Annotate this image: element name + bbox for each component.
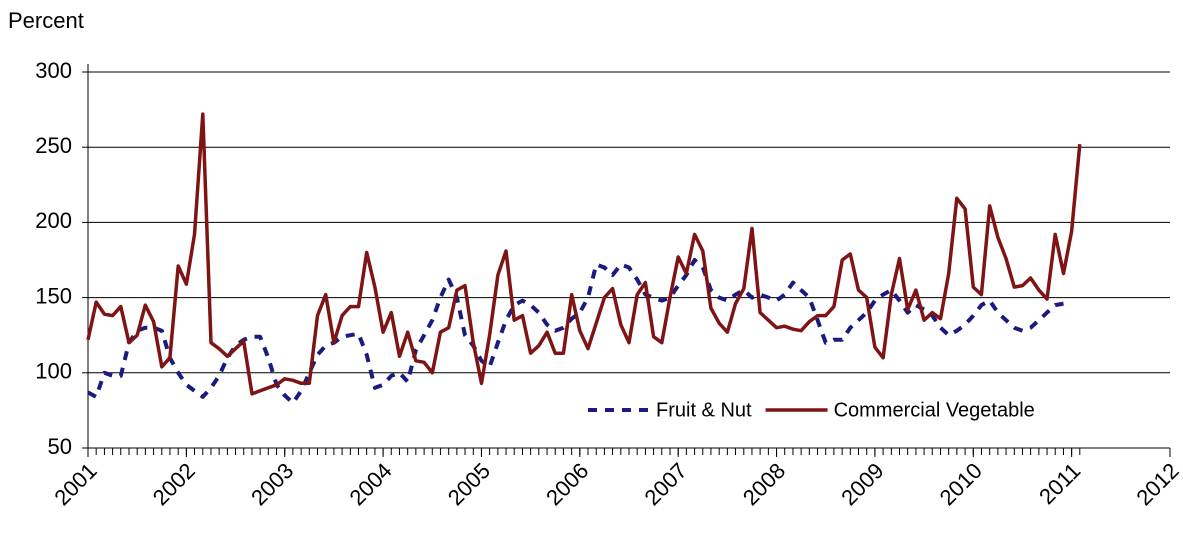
x-tick-label: 2003: [246, 458, 298, 510]
series-line: [87, 258, 1064, 405]
x-tick-label: 2007: [640, 458, 692, 510]
y-axis-label: Percent: [8, 8, 84, 33]
legend-label: Fruit & Nut: [656, 399, 752, 421]
x-tick-label: 2002: [148, 458, 200, 510]
y-tick-label: 50: [48, 434, 72, 459]
x-tick-label: 2005: [443, 458, 495, 510]
x-tick-label: 2008: [738, 458, 790, 510]
y-tick-label: 150: [35, 283, 72, 308]
series-line: [86, 112, 1082, 396]
legend-label: Commercial Vegetable: [834, 399, 1035, 421]
y-tick-label: 100: [35, 359, 72, 384]
x-tick-label: 2009: [836, 458, 888, 510]
x-tick-label: 2010: [935, 458, 987, 510]
x-tick-label: 2004: [344, 458, 396, 510]
y-tick-label: 300: [35, 58, 72, 83]
x-tick-label: 2006: [541, 458, 593, 510]
x-tick-label: 2011: [1034, 458, 1085, 509]
y-tick-label: 200: [35, 208, 72, 233]
x-tick-label: 2001: [49, 458, 101, 510]
y-tick-label: 250: [35, 133, 72, 158]
x-tick-label: 2012: [1131, 458, 1183, 510]
